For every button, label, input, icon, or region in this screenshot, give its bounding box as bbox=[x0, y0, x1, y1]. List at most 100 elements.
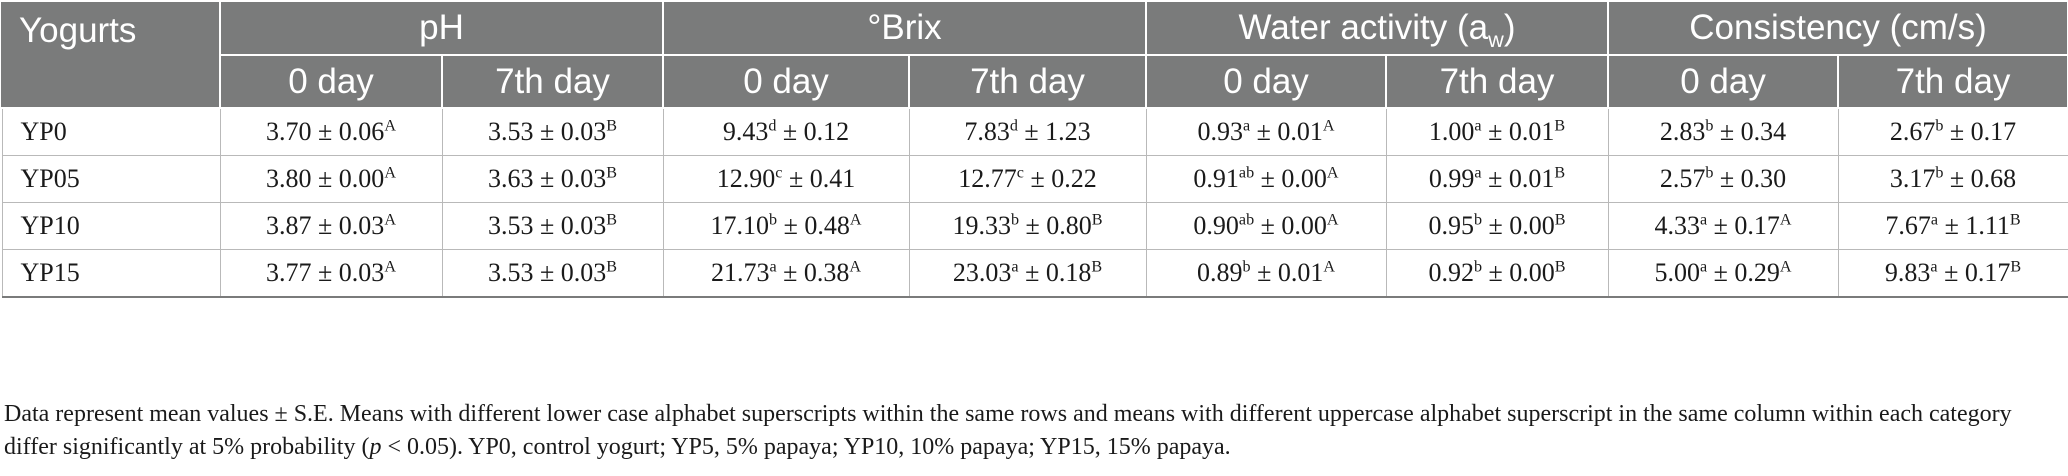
table-cell: 0.90ab ± 0.00A bbox=[1145, 202, 1387, 250]
cell-superscript: b bbox=[1935, 164, 1944, 182]
cell-error: ± 0.17 bbox=[1943, 117, 2017, 146]
row-label: YP0 bbox=[1, 108, 221, 156]
table-cell: 0.92b ± 0.00B bbox=[1385, 249, 1609, 298]
table-cell: 0.89b ± 0.01A bbox=[1145, 249, 1387, 298]
cell-superscript: c bbox=[1016, 164, 1024, 182]
cell-superscript: a bbox=[1930, 211, 1939, 229]
cell-superscript: b bbox=[769, 211, 778, 229]
cell-value: 0.90 bbox=[1193, 211, 1239, 240]
table-row: YP0 3.70 ± 0.06A 3.53 ± 0.03B 9.43d ± 0.12 7… bbox=[1, 108, 2068, 156]
cell-value: 0.99 bbox=[1428, 164, 1475, 193]
cell-value: 17.10 bbox=[710, 211, 770, 240]
group-header-consistency: Consistency (cm/s) bbox=[1607, 0, 2068, 56]
cell-superscript-column: A bbox=[849, 258, 862, 276]
cell-superscript-column: B bbox=[1091, 211, 1103, 229]
cell-superscript-column: B bbox=[1554, 164, 1566, 182]
cell-superscript: d bbox=[1009, 117, 1018, 135]
table-cell: 3.53 ± 0.03B bbox=[441, 249, 664, 298]
table-cell: 3.70 ± 0.06A bbox=[219, 108, 443, 156]
table-cell: 0.91ab ± 0.00A bbox=[1145, 155, 1387, 203]
cell-error: ± 1.11 bbox=[1938, 211, 2010, 240]
cell-value: 9.43 bbox=[722, 117, 769, 146]
footnote-text-2: < 0.05). YP0, control yogurt; YP5, 5% pa… bbox=[381, 434, 1231, 460]
table-cell: 0.95b ± 0.00B bbox=[1385, 202, 1609, 250]
cell-superscript: ab bbox=[1238, 211, 1255, 229]
table-cell: 0.93a ± 0.01A bbox=[1145, 108, 1387, 156]
cell-superscript: a bbox=[1474, 164, 1482, 182]
cell-superscript: b bbox=[1705, 164, 1714, 182]
group-label: °Brix bbox=[867, 8, 942, 47]
row-label: YP05 bbox=[1, 155, 221, 203]
cell-error: ± 0.48 bbox=[777, 211, 850, 240]
group-label-close: ) bbox=[1503, 8, 1516, 47]
table-body: YP0 3.70 ± 0.06A 3.53 ± 0.03B 9.43d ± 0.12 7… bbox=[1, 108, 2068, 298]
cell-superscript: d bbox=[768, 117, 777, 135]
cell-superscript-column: A bbox=[849, 211, 862, 229]
cell-superscript: A bbox=[384, 117, 396, 135]
table-cell: 0.99a ± 0.01B bbox=[1385, 155, 1609, 203]
cell-superscript: a bbox=[1242, 117, 1251, 135]
cell-superscript: a bbox=[1930, 258, 1938, 276]
yogurt-properties-table: Yogurts pH °Brix Water activity (aw) Con… bbox=[1, 0, 2068, 298]
table-cell: 2.83b ± 0.34 bbox=[1607, 108, 1839, 156]
table-cell: 9.43d ± 0.12 bbox=[662, 108, 910, 156]
cell-value: 3.70 ± 0.06 bbox=[266, 117, 385, 146]
subheader-ph-day0: 0 day bbox=[219, 54, 443, 109]
cell-value: 9.83 bbox=[1884, 258, 1931, 287]
cell-superscript: c bbox=[775, 164, 783, 182]
cell-superscript: b bbox=[1473, 211, 1483, 229]
subheader-consistency-day0: 0 day bbox=[1607, 54, 1840, 109]
group-label: Consistency (cm/s) bbox=[1689, 8, 1987, 47]
footnote-text-1: Data represent mean values ± S.E. Means … bbox=[4, 401, 2012, 460]
cell-superscript: b bbox=[1935, 117, 1944, 135]
cell-error: ± 0.01 bbox=[1481, 164, 1555, 193]
cell-superscript: a bbox=[1474, 117, 1482, 135]
cell-error: ± 0.01 bbox=[1250, 258, 1324, 287]
cell-value: 2.67 bbox=[1889, 117, 1936, 146]
table-cell: 3.17b ± 0.68 bbox=[1837, 155, 2068, 203]
cell-value: 7.67 bbox=[1885, 211, 1931, 240]
cell-superscript: A bbox=[384, 164, 396, 182]
cell-value: 2.83 bbox=[1659, 117, 1706, 146]
cell-error: ± 0.00 bbox=[1254, 164, 1327, 193]
table-cell: 21.73a ± 0.38A bbox=[662, 249, 910, 298]
table-cell: 9.83a ± 0.17B bbox=[1837, 249, 2068, 298]
cell-value: 2.57 bbox=[1659, 164, 1706, 193]
cell-value: 5.00 bbox=[1654, 258, 1700, 287]
subheader-ph-day7: 7th day bbox=[441, 54, 664, 109]
table-cell: 3.53 ± 0.03B bbox=[441, 108, 664, 156]
cell-error: ± 0.00 bbox=[1482, 258, 1555, 287]
cell-superscript: B bbox=[606, 211, 618, 229]
table-row: YP05 3.80 ± 0.00A 3.63 ± 0.03B 12.90c ± 0.4… bbox=[1, 155, 2068, 203]
row-label: YP15 bbox=[1, 249, 221, 298]
cell-error: ± 0.01 bbox=[1250, 117, 1323, 146]
cell-superscript-column: A bbox=[1779, 211, 1792, 229]
table-cell: 3.87 ± 0.03A bbox=[219, 202, 443, 250]
cell-value: 3.53 ± 0.03 bbox=[487, 117, 607, 146]
cell-superscript: A bbox=[384, 258, 396, 276]
cell-error: ± 0.17 bbox=[1937, 258, 2011, 287]
table-cell: 3.63 ± 0.03B bbox=[441, 155, 664, 203]
cell-value: 4.33 bbox=[1654, 211, 1700, 240]
table-cell: 7.83d ± 1.23 bbox=[908, 108, 1147, 156]
cell-superscript: a bbox=[769, 258, 777, 276]
subheader-aw-day0: 0 day bbox=[1145, 54, 1387, 109]
cell-superscript-column: A bbox=[1326, 164, 1339, 182]
table-cell: 2.67b ± 0.17 bbox=[1837, 108, 2068, 156]
table-row: YP10 3.87 ± 0.03A 3.53 ± 0.03B 17.10b ± 0.4… bbox=[1, 202, 2068, 250]
cell-superscript-column: B bbox=[2009, 211, 2021, 229]
cell-value: 3.17 bbox=[1889, 164, 1936, 193]
cell-error: ± 0.17 bbox=[1707, 211, 1780, 240]
cell-superscript-column: A bbox=[1779, 258, 1792, 276]
row-header-yogurts: Yogurts bbox=[1, 0, 221, 109]
cell-value: 21.73 bbox=[710, 258, 770, 287]
subheader-consistency-day7: 7th day bbox=[1837, 54, 2068, 109]
footnote-p-symbol: p bbox=[369, 434, 382, 460]
cell-error: ± 0.80 bbox=[1019, 211, 1092, 240]
cell-value: 1.00 bbox=[1428, 117, 1475, 146]
cell-superscript: ab bbox=[1238, 164, 1255, 182]
table-cell: 4.33a ± 0.17A bbox=[1607, 202, 1839, 250]
cell-superscript: b bbox=[1705, 117, 1714, 135]
table-cell: 7.67a ± 1.11B bbox=[1837, 202, 2068, 250]
subheader-brix-day7: 7th day bbox=[908, 54, 1147, 109]
